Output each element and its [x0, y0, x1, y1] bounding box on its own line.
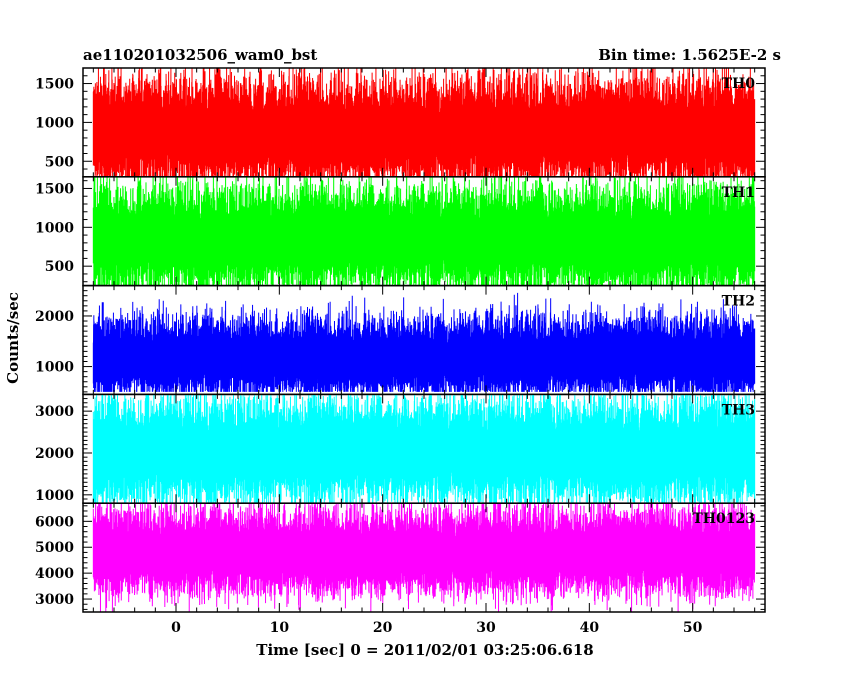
x-tick-label: 30 [476, 620, 496, 636]
panel-label-th1: TH1 [722, 185, 755, 201]
bin-time-label: Bin time: 1.5625E-2 s [598, 46, 781, 64]
x-tick-label: 10 [270, 620, 290, 636]
series-th0-trace [92, 67, 756, 177]
y-tick-label: 1500 [35, 181, 74, 197]
series-th0123-trace [92, 503, 756, 613]
x-axis-label: Time [sec] 0 = 2011/02/01 03:25:06.618 [256, 641, 593, 659]
y-axis-label: Counts/sec [4, 292, 22, 384]
series-th1-trace [92, 176, 756, 286]
y-tick-label: 1000 [35, 488, 74, 504]
y-tick-label: 1000 [35, 115, 74, 131]
x-tick-label: 40 [580, 620, 600, 636]
y-tick-label: 500 [45, 154, 74, 170]
series-th2-trace [92, 292, 756, 392]
panel-label-th3: TH3 [722, 402, 755, 418]
y-tick-label: 1500 [35, 77, 74, 93]
panel-label-th0123: TH0123 [692, 511, 755, 527]
y-tick-label: 1000 [35, 220, 74, 236]
y-tick-label: 3000 [35, 592, 74, 608]
chart-title: ae110201032506_wam0_bst [83, 46, 317, 64]
panel-label-th2: TH2 [722, 294, 755, 310]
x-tick-label: 50 [683, 620, 703, 636]
x-tick-label: 0 [171, 620, 181, 636]
panel-label-th0: TH0 [722, 76, 756, 92]
y-tick-label: 2000 [35, 309, 74, 325]
y-tick-label: 5000 [35, 540, 74, 556]
y-tick-label: 6000 [35, 514, 74, 530]
series-th3-trace [92, 394, 756, 504]
x-tick-label: 20 [373, 620, 393, 636]
y-tick-label: 1000 [35, 360, 74, 376]
y-tick-label: 3000 [35, 404, 74, 420]
y-tick-label: 2000 [35, 446, 74, 462]
y-tick-label: 4000 [35, 566, 74, 582]
y-tick-label: 500 [45, 259, 74, 275]
